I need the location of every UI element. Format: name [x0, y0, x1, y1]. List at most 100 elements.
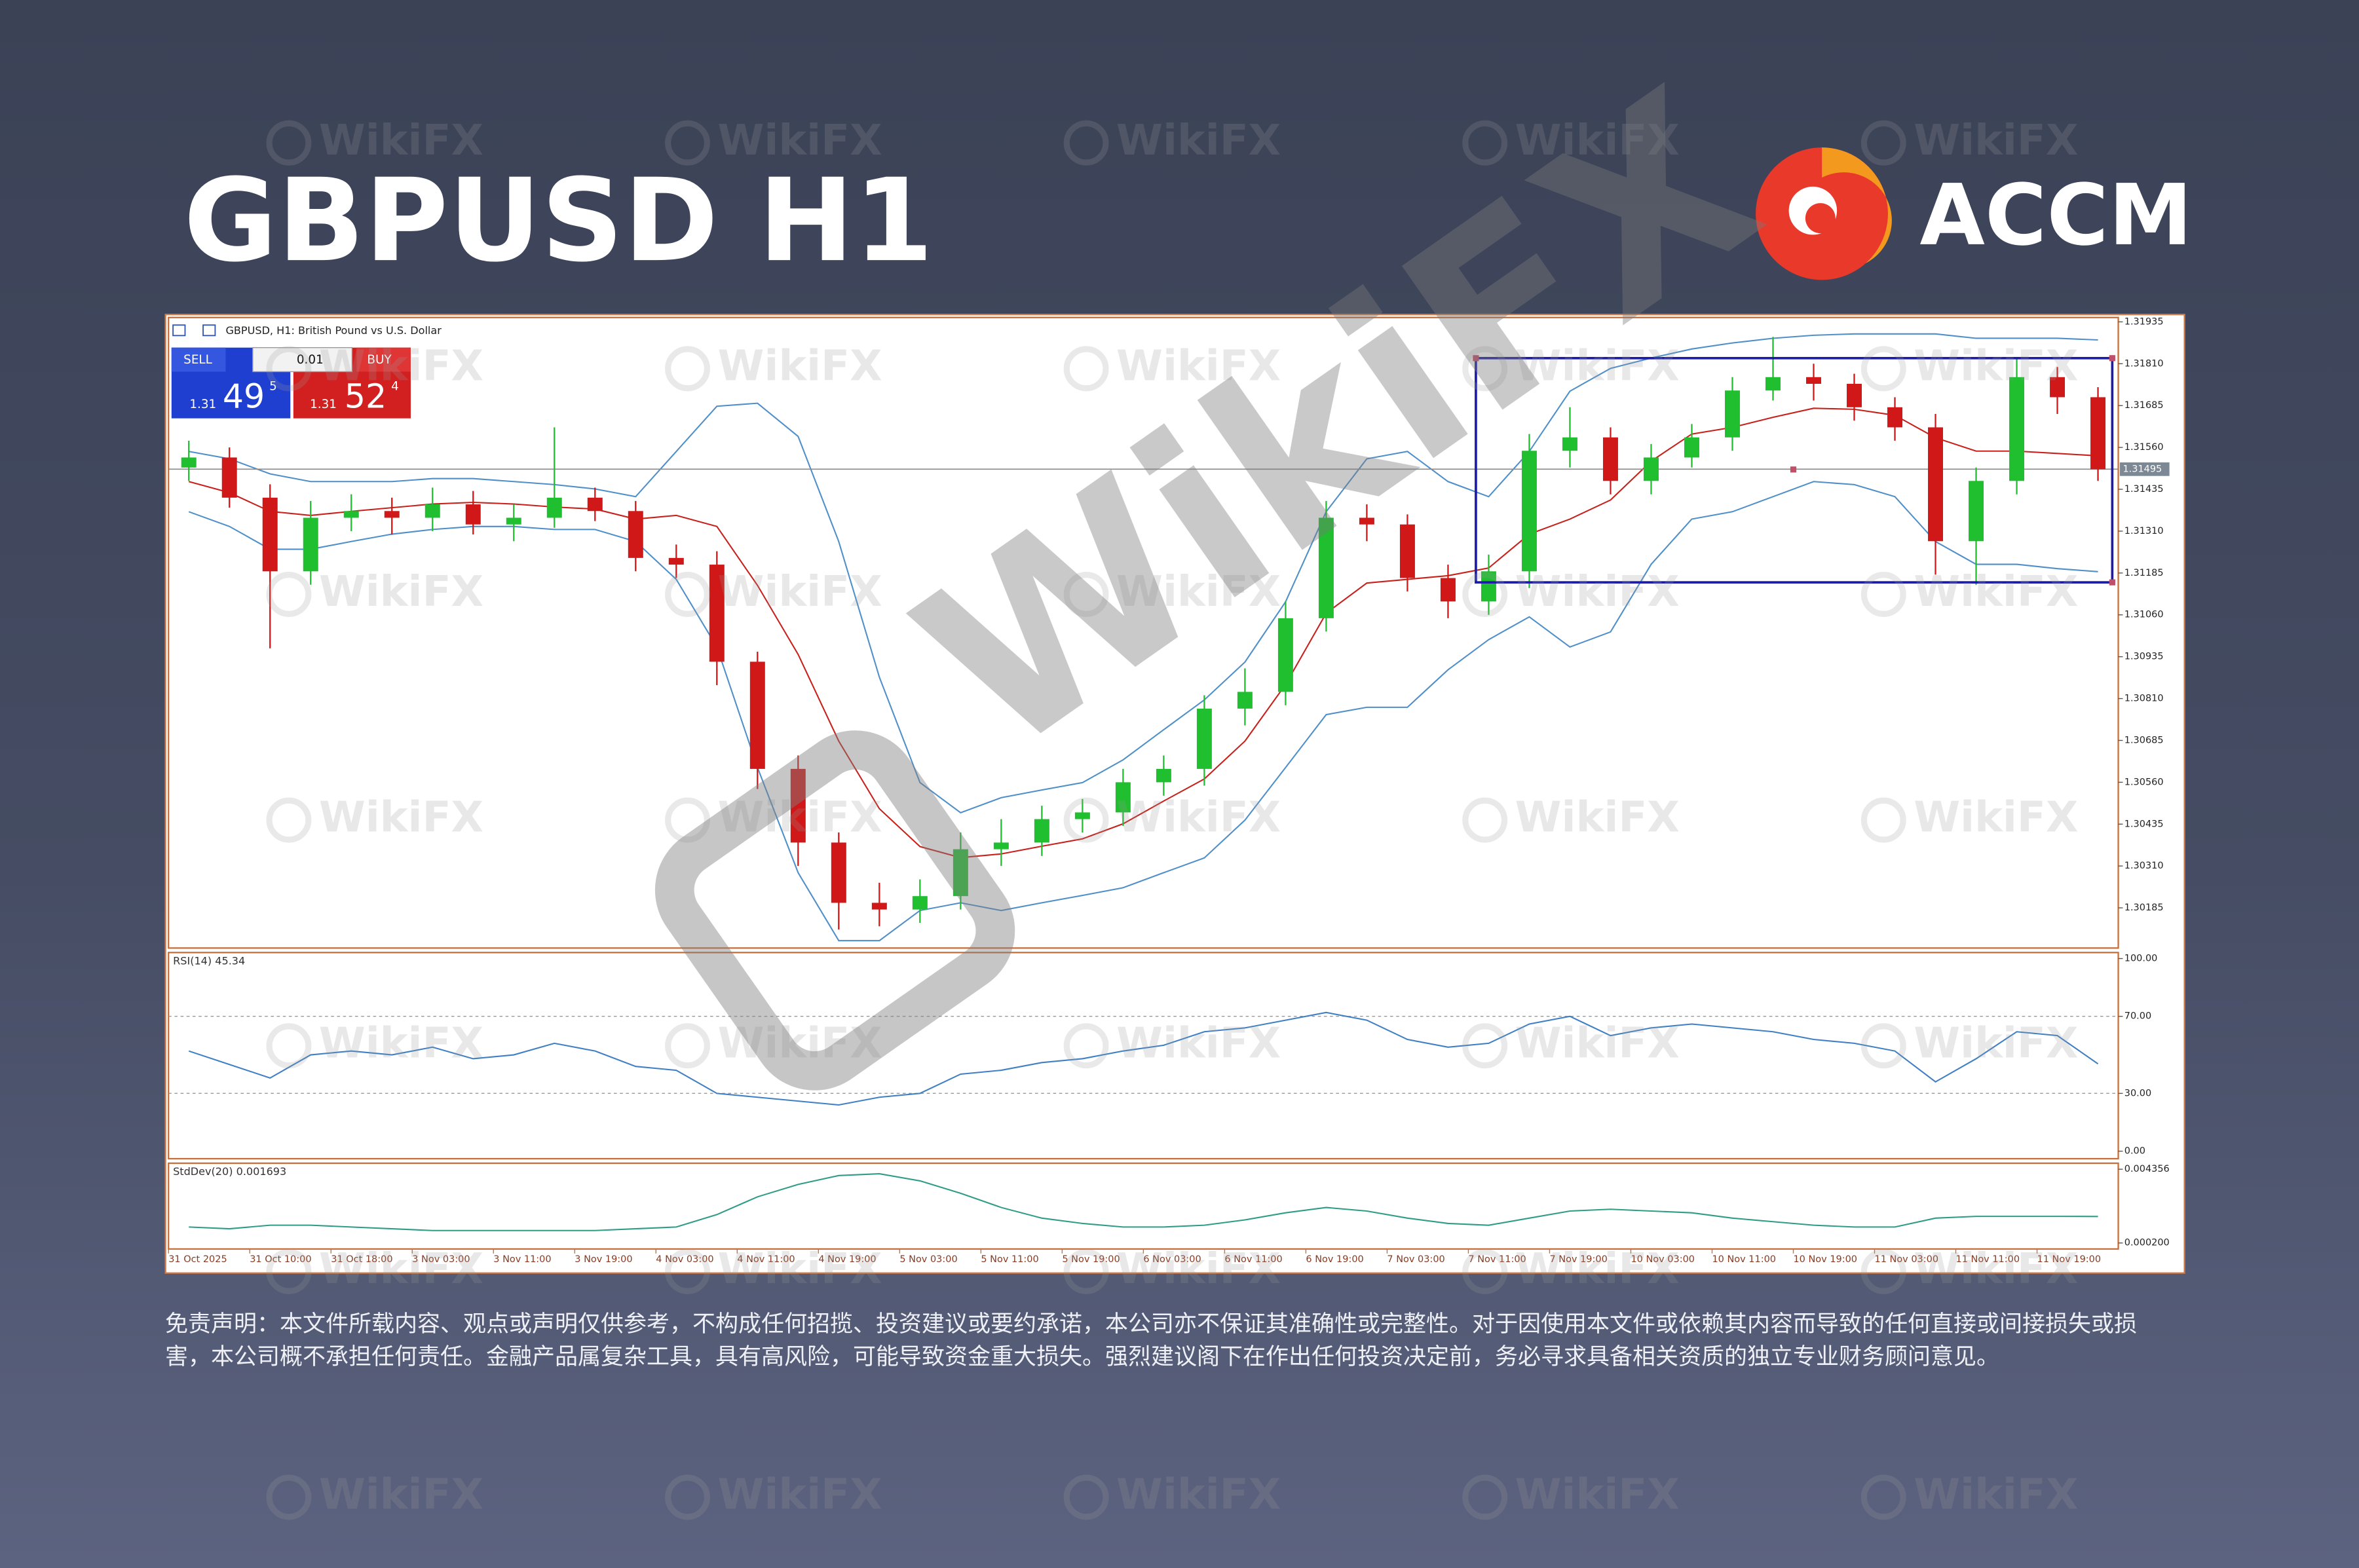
x-tick-label: 5 Nov 03:00 — [899, 1254, 957, 1265]
watermark-icon — [1063, 346, 1109, 392]
watermark: WikiFX — [1914, 341, 2078, 390]
watermark-icon — [266, 1474, 312, 1520]
lot-input[interactable] — [252, 347, 353, 373]
x-tick-label: 3 Nov 03:00 — [412, 1254, 470, 1265]
watermark-icon — [1462, 797, 1508, 843]
watermark: WikiFX — [319, 1244, 483, 1294]
watermark-icon — [1860, 346, 1906, 392]
watermark: WikiFX — [1914, 567, 2078, 616]
watermark: WikiFX — [1515, 1244, 1680, 1294]
x-tick-label: 5 Nov 19:00 — [1062, 1254, 1120, 1265]
x-tick-label: 7 Nov 03:00 — [1387, 1254, 1444, 1265]
watermark-icon — [1462, 1023, 1508, 1069]
candle-body — [425, 504, 440, 518]
watermark: WikiFX — [1914, 1244, 2078, 1294]
candle-body — [1765, 377, 1781, 391]
chart-header: GBPUSD, H1: British Pound vs U.S. Dollar — [172, 324, 442, 337]
y-tick-label: 1.30185 — [2124, 903, 2164, 913]
watermark-icon — [266, 572, 312, 617]
watermark-icon — [665, 1248, 710, 1294]
indicator-line — [189, 1173, 2098, 1231]
watermark: WikiFX — [319, 116, 483, 165]
y-tick-label: 1.30810 — [2124, 694, 2164, 704]
candle-body — [749, 662, 765, 769]
watermark: WikiFX — [319, 341, 483, 390]
stddev-title: StdDev(20) 0.001693 — [173, 1165, 286, 1178]
watermark-icon — [1462, 1474, 1508, 1520]
watermark-icon — [1063, 572, 1109, 617]
x-tick-label: 3 Nov 19:00 — [575, 1254, 632, 1265]
y-tick-label: 1.30685 — [2124, 735, 2164, 745]
brand-name: ACCM — [1919, 167, 2192, 265]
sell-button[interactable] — [171, 347, 226, 372]
y-tick-label: 1.30560 — [2124, 777, 2164, 787]
y-tick-label: 1.31935 — [2124, 316, 2164, 327]
candle-body — [2009, 377, 2025, 481]
candle-body — [1196, 708, 1212, 769]
candle-body — [1643, 457, 1659, 481]
watermark-icon — [1063, 1474, 1109, 1520]
watermark-icon — [1462, 572, 1508, 617]
candle-body — [1277, 618, 1293, 692]
candle-body — [546, 497, 562, 518]
x-tick-label: 10 Nov 19:00 — [1793, 1254, 1857, 1265]
x-tick-label: 31 Oct 10:00 — [250, 1254, 311, 1265]
y-tick-label: 1.30935 — [2124, 652, 2164, 662]
candle-body — [1074, 812, 1090, 819]
x-tick-label: 31 Oct 18:00 — [331, 1254, 392, 1265]
x-tick-label: 10 Nov 03:00 — [1631, 1254, 1695, 1265]
watermark-icon — [1462, 1248, 1508, 1294]
sell-price-point: 5 — [269, 379, 277, 393]
candle-body — [1440, 578, 1456, 602]
y-tick-label: 1.31310 — [2124, 526, 2164, 536]
watermark-icon — [1063, 120, 1109, 166]
buy-price-point: 4 — [391, 379, 399, 393]
candle-body — [790, 768, 806, 843]
candle-body — [912, 896, 928, 910]
buy-button[interactable] — [356, 347, 411, 372]
candle-body — [1562, 437, 1577, 451]
watermark: WikiFX — [717, 793, 882, 842]
sell-price-big: 1.31 — [189, 398, 216, 411]
buy-price-big: 1.31 — [310, 398, 337, 411]
y-tick-label: 30.00 — [2124, 1088, 2151, 1098]
watermark-icon — [266, 797, 312, 843]
watermark: WikiFX — [319, 1470, 483, 1520]
x-tick-label: 11 Nov 11:00 — [1956, 1254, 2020, 1265]
indicator-line — [188, 1011, 2099, 1106]
candle-body — [1847, 383, 1862, 407]
watermark: WikiFX — [1515, 567, 1680, 616]
watermark-icon — [1860, 1248, 1906, 1294]
watermark-icon — [1462, 120, 1508, 166]
candle-body — [262, 497, 278, 572]
watermark-icon — [266, 1248, 312, 1294]
candle-body — [181, 457, 197, 468]
candle-body — [506, 517, 521, 525]
watermark-icon — [1063, 1023, 1109, 1069]
candle-body — [1318, 517, 1334, 618]
watermark: WikiFX — [1116, 116, 1281, 165]
candle-body — [1521, 451, 1537, 572]
watermark-icon — [1462, 346, 1508, 392]
y-tick-label: 1.31810 — [2124, 358, 2164, 369]
candle-body — [1399, 524, 1415, 578]
watermark: WikiFX — [717, 1470, 882, 1520]
watermark: WikiFX — [1914, 1470, 2078, 1520]
watermark-icon — [1063, 1248, 1109, 1294]
watermark-icon — [665, 346, 710, 392]
x-tick-label: 6 Nov 11:00 — [1224, 1254, 1282, 1265]
indicator-line — [188, 481, 2098, 942]
last-price-label: 1.31495 — [2123, 464, 2162, 474]
watermark-icon — [1860, 572, 1906, 617]
candle-body — [1115, 782, 1131, 813]
watermark: WikiFX — [1116, 1244, 1281, 1294]
watermark-icon — [1860, 120, 1906, 166]
buy-label: BUY — [367, 353, 392, 367]
candle-body — [1602, 437, 1618, 481]
y-tick-label: 100.00 — [2124, 954, 2158, 964]
last-price-box — [2119, 462, 2170, 476]
watermark-icon — [1860, 797, 1906, 843]
y-tick-label: 1.31685 — [2124, 400, 2164, 411]
candle-body — [221, 457, 237, 498]
watermark: WikiFX — [717, 341, 882, 390]
